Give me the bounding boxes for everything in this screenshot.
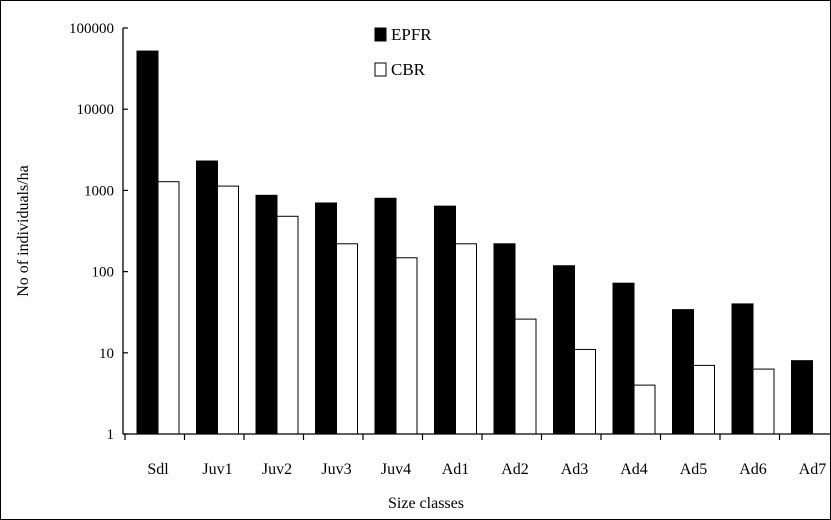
bar-epfr-juv4 [374,197,397,435]
x-tick-label-ad3: Ad3 [561,461,589,478]
y-tick-label: 100000 [69,21,114,37]
legend-swatch-epfr [374,27,387,42]
legend-label-cbr: CBR [391,60,426,79]
x-tick-label-ad4: Ad4 [620,461,648,478]
bar-epfr-ad7 [791,360,813,435]
x-axis-title: Size classes [388,495,464,512]
x-tick-label-ad1: Ad1 [442,461,470,478]
bars-group [136,50,813,435]
legend-swatch-cbr [374,62,387,77]
x-tick-label-ad2: Ad2 [501,461,529,478]
x-tick-label-juv4: Juv4 [381,461,411,478]
bar-cbr-ad5 [693,364,715,435]
y-axis-title: No of individuals/ha [15,165,32,297]
bar-cbr-ad4 [633,384,656,435]
y-axis-ticks: 1 10 100 1000 10000 100000 [69,21,128,443]
x-axis-ticks: Sdl Juv1 Juv2 Juv3 Juv4 Ad1 Ad2 Ad3 Ad4 Ad5 Ad6 Ad7 [124,434,827,478]
legend-label-epfr: EPFR [391,25,432,44]
bar-epfr-ad4 [612,282,635,435]
bar-cbr-juv4 [395,257,418,435]
x-tick-label-juv1: Juv1 [202,461,232,478]
bar-epfr-ad6 [731,303,754,435]
bar-cbr-ad1 [455,243,477,435]
bar-epfr-ad2 [493,243,516,435]
bar-epfr-juv3 [315,202,337,435]
y-tick-label: 10 [99,346,114,362]
x-tick-label-ad5: Ad5 [680,461,708,478]
bar-cbr-sdl [157,181,180,435]
bar-cbr-ad3 [574,348,596,435]
x-tick-label-ad6: Ad6 [739,461,767,478]
y-tick-label: 10000 [77,102,115,118]
bar-cbr-ad6 [752,368,775,435]
legend: EPFR CBR [374,25,432,79]
y-tick-label: 1000 [84,183,114,199]
bar-cbr-juv2 [276,215,299,435]
x-tick-label-sdl: Sdl [147,461,169,478]
bar-epfr-juv1 [196,160,218,435]
bar-cbr-ad2 [514,318,537,435]
bar-epfr-ad5 [672,309,694,435]
bar-epfr-ad3 [553,265,575,435]
bar-cbr-juv1 [217,185,239,435]
x-tick-label-juv2: Juv2 [262,461,292,478]
bar-epfr-juv2 [255,194,278,435]
bar-cbr-juv3 [336,243,358,435]
x-tick-label-juv3: Juv3 [321,461,351,478]
x-tick-label-ad7: Ad7 [799,461,827,478]
bar-epfr-sdl [136,50,159,435]
bar-epfr-ad1 [434,205,456,435]
y-tick-label: 100 [92,265,115,281]
y-tick-label: 1 [107,427,115,443]
